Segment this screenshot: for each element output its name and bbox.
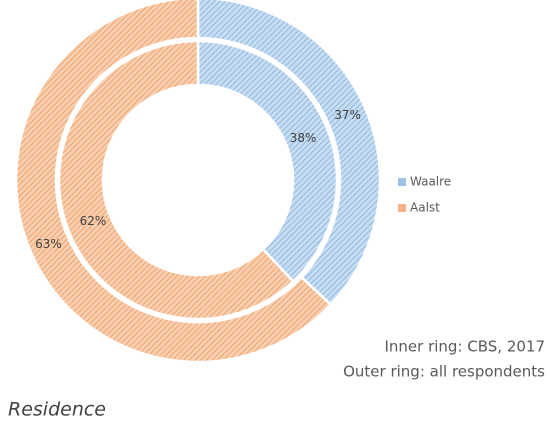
legend-label: Waalre: [410, 175, 451, 189]
donut-slice: [196, 39, 339, 284]
data-label: 62%: [80, 214, 107, 228]
donut-slice: [57, 39, 295, 321]
legend-label: Aalst: [410, 201, 440, 215]
annotation: Outer ring: all respondents: [343, 363, 545, 381]
chart-title: Residence: [8, 399, 106, 421]
legend-swatch: [398, 178, 406, 186]
donut-slice: [14, 0, 333, 364]
data-label: 38%: [290, 131, 317, 145]
data-label: 63%: [35, 237, 62, 251]
data-label: 37%: [334, 108, 361, 122]
legend-swatch: [398, 204, 406, 212]
annotation: Inner ring: CBS, 2017: [384, 338, 545, 356]
